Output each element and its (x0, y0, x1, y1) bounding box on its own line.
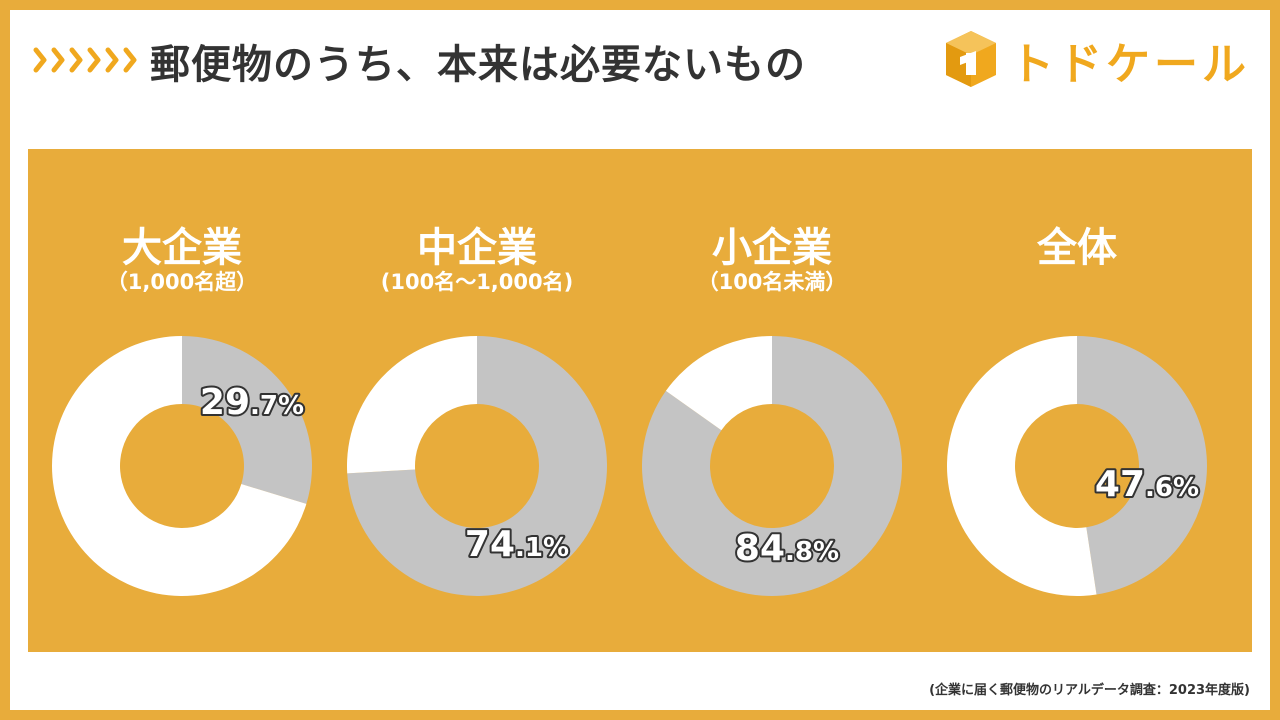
slice-unneeded (642, 336, 902, 596)
donut-chart: 47.6% (946, 336, 1207, 596)
chart-medium-company: 中企業 (100名～1,000名) 74.1% (327, 149, 627, 652)
chart-large-company: 大企業 （1,000名超） 29.7% (32, 149, 332, 652)
chart-subtitle: (100名～1,000名) (380, 270, 574, 294)
donut-chart: 84.8% (642, 336, 902, 596)
slice-unneeded (347, 336, 607, 596)
data-label: 29.7% (200, 382, 304, 423)
brand-name: トドケール (1010, 39, 1250, 90)
chart-panel: 大企業 （1,000名超） 29.7% 中企業 (100名～1,000名) 74… (28, 149, 1252, 652)
data-label: 74.1% (465, 524, 569, 565)
chevrons-icon (33, 47, 137, 73)
chart-title: 全体 (1037, 225, 1117, 271)
chart-small-company: 小企業 （100名未満） 84.8% (622, 149, 922, 652)
chart-title: 小企業 (712, 225, 832, 271)
data-label: 47.6% (1095, 464, 1199, 505)
slice-needed (946, 336, 1097, 596)
slice-needed (52, 336, 307, 596)
header: 郵便物のうち、本来は必要ないもの トドケール (10, 10, 1270, 130)
brand-box-icon (946, 31, 996, 87)
donut-chart: 29.7% (52, 336, 312, 596)
slice-unneeded (182, 336, 312, 504)
source-note: (企業に届く郵便物のリアルデータ調査：2023年度版) (929, 683, 1250, 698)
page-frame: 郵便物のうち、本来は必要ないもの トドケール 大企業 （1,000名超） 29.… (10, 10, 1270, 710)
page-title: 郵便物のうち、本来は必要ないもの (150, 42, 806, 88)
chart-overall: 全体 47.6% (927, 149, 1227, 652)
slice-unneeded (1077, 336, 1207, 595)
slice-needed (665, 336, 772, 431)
data-label: 84.8% (735, 528, 839, 569)
brand-logo: トドケール (938, 28, 1250, 92)
chart-subtitle: （100名未満） (697, 270, 847, 294)
donut-chart: 74.1% (347, 336, 607, 596)
chart-title: 大企業 (122, 225, 242, 271)
slice-needed (347, 336, 477, 474)
chart-subtitle: （1,000名超） (106, 270, 258, 294)
chart-title: 中企業 (417, 225, 537, 271)
